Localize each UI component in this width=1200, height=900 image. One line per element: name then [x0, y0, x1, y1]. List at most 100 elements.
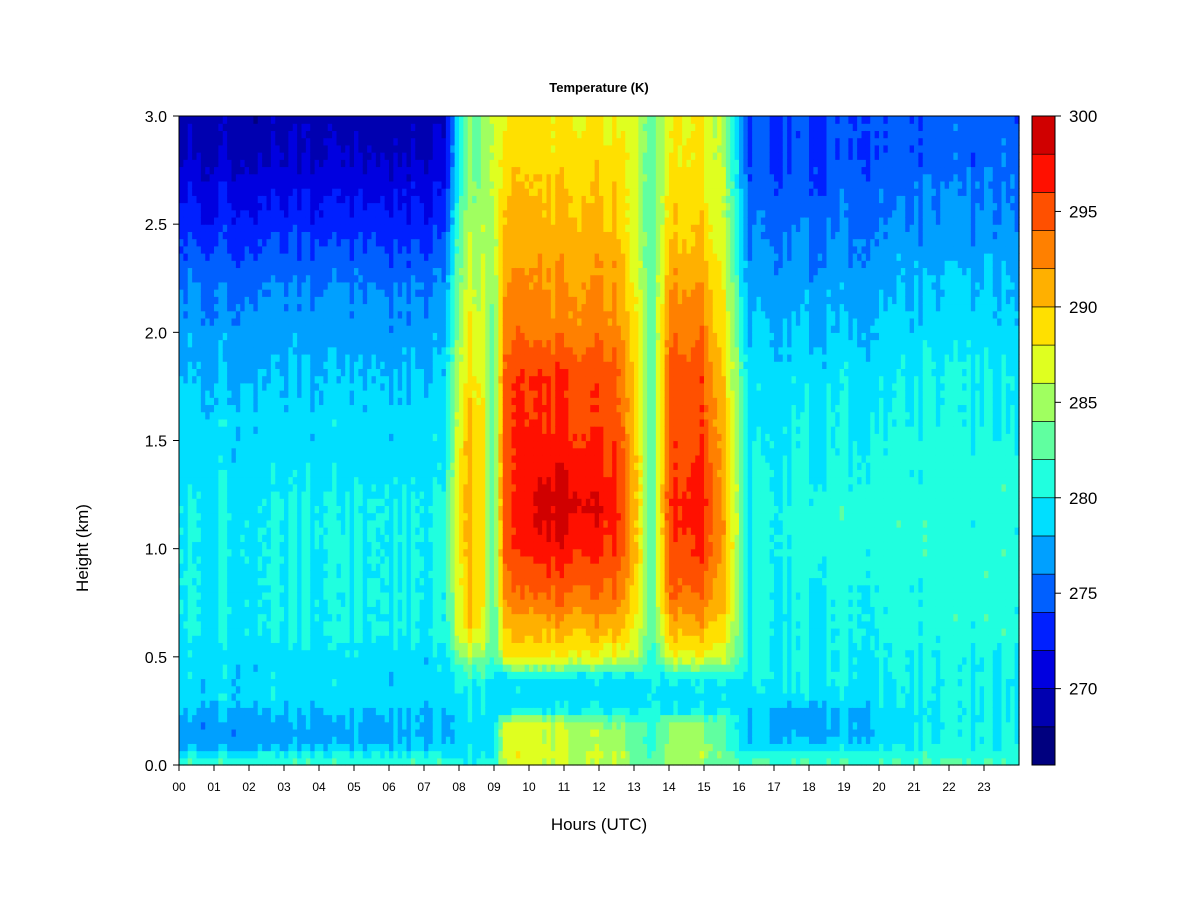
heatmap-cell — [183, 245, 189, 254]
heatmap-cell — [183, 527, 189, 535]
heatmap-cell — [375, 296, 381, 305]
heatmap-cell — [222, 346, 228, 355]
heatmap-cell — [358, 649, 364, 658]
heatmap-cell — [270, 231, 276, 240]
heatmap-cell — [196, 454, 202, 463]
heatmap-cell — [384, 289, 390, 297]
heatmap-cell — [240, 483, 246, 492]
heatmap-cell — [323, 490, 329, 499]
heatmap-cell — [192, 519, 198, 528]
heatmap-cell — [340, 714, 346, 723]
heatmap-cell — [410, 591, 416, 600]
heatmap-cell — [349, 152, 355, 160]
heatmap-cell — [279, 216, 285, 225]
heatmap-cell — [266, 144, 272, 153]
heatmap-cell — [270, 505, 276, 514]
heatmap-cell — [196, 274, 202, 283]
heatmap-cell — [214, 490, 219, 499]
heatmap-cell — [310, 490, 316, 499]
heatmap-cell — [397, 505, 403, 514]
heatmap-cell — [275, 613, 281, 622]
heatmap-cell — [266, 166, 272, 175]
heatmap-cell — [323, 620, 329, 629]
heatmap-cell — [227, 209, 233, 218]
heatmap-cell — [380, 317, 386, 326]
heatmap-cell — [367, 195, 373, 204]
heatmap-cell — [266, 404, 272, 413]
heatmap-cell — [192, 173, 198, 182]
heatmap-cell — [235, 375, 241, 384]
heatmap-cell — [323, 325, 329, 333]
heatmap-cell — [367, 700, 373, 708]
heatmap-cell — [336, 577, 342, 586]
heatmap-cell — [371, 512, 377, 521]
heatmap-cell — [406, 462, 412, 470]
heatmap-cell — [332, 664, 338, 672]
heatmap-cell — [231, 700, 237, 708]
heatmap-cell — [327, 426, 333, 434]
heatmap-cell — [375, 714, 381, 723]
heatmap-cell — [292, 346, 298, 355]
heatmap-cell — [240, 195, 246, 204]
heatmap-cell — [218, 599, 224, 607]
heatmap-cell — [314, 353, 320, 362]
heatmap-cell — [270, 253, 276, 261]
heatmap-cell — [235, 505, 241, 514]
heatmap-cell — [244, 736, 250, 744]
heatmap-cell — [384, 570, 390, 579]
heatmap-cell — [336, 541, 342, 550]
heatmap-cell — [358, 512, 364, 521]
heatmap-cell — [362, 159, 368, 168]
heatmap-cell — [183, 317, 189, 326]
heatmap-cell — [375, 548, 381, 557]
heatmap-cell — [389, 671, 394, 680]
heatmap-cell — [367, 281, 373, 290]
heatmap-cell — [200, 476, 206, 485]
heatmap-cell — [249, 238, 254, 247]
heatmap-cell — [192, 144, 198, 153]
heatmap-cell — [187, 490, 193, 499]
heatmap-cell — [266, 591, 272, 600]
heatmap-cell — [345, 440, 351, 449]
heatmap-cell — [235, 144, 241, 153]
heatmap-cell — [292, 483, 298, 492]
heatmap-cell — [310, 368, 316, 377]
heatmap-cell — [235, 231, 241, 240]
plot-area — [179, 116, 1020, 766]
heatmap-cell — [345, 505, 351, 514]
heatmap-cell — [253, 700, 259, 708]
heatmap-cell — [187, 274, 193, 283]
heatmap-cell — [389, 707, 394, 716]
heatmap-cell — [367, 728, 373, 737]
heatmap-cell — [305, 728, 311, 737]
heatmap-cell — [393, 728, 399, 737]
heatmap-cell — [196, 397, 202, 406]
heatmap-cell — [262, 216, 268, 225]
heatmap-cell — [380, 123, 386, 132]
heatmap-cell — [222, 152, 228, 160]
heatmap-cell — [323, 296, 329, 305]
heatmap-cell — [375, 534, 381, 543]
heatmap-cell — [406, 743, 412, 752]
heatmap-cell — [345, 224, 351, 232]
heatmap-cell — [384, 353, 390, 362]
heatmap-cell — [205, 231, 211, 240]
heatmap-cell — [227, 296, 233, 305]
heatmap-cell — [393, 692, 399, 701]
heatmap-cell — [200, 289, 206, 297]
heatmap-cell — [196, 368, 202, 377]
heatmap-cell — [205, 123, 211, 132]
heatmap-cell — [227, 757, 233, 766]
heatmap-cell — [354, 620, 359, 629]
heatmap-cell — [323, 216, 329, 225]
heatmap-cell — [393, 180, 399, 189]
heatmap-cell — [292, 303, 298, 312]
heatmap-cell — [196, 714, 202, 723]
heatmap-cell — [305, 382, 311, 391]
heatmap-cell — [419, 649, 425, 658]
heatmap-cell — [362, 671, 368, 680]
heatmap-cell — [367, 627, 373, 636]
heatmap-cell — [415, 339, 421, 348]
heatmap-cell — [253, 548, 259, 557]
heatmap-cell — [301, 216, 307, 225]
